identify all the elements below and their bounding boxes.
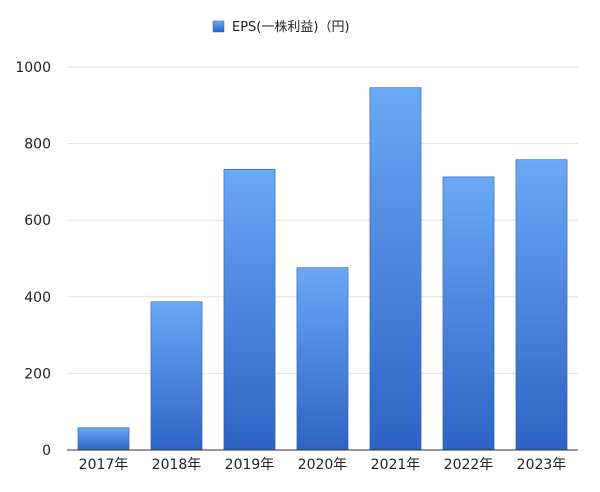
legend-swatch	[212, 20, 225, 33]
bars	[77, 87, 568, 451]
bar-2017年	[77, 427, 130, 451]
legend-label: EPS(一株利益)（円)	[232, 20, 350, 35]
y-tick-label: 600	[24, 213, 51, 229]
x-tick-label: 2019年	[225, 457, 275, 473]
x-tick-label: 2018年	[152, 457, 202, 473]
y-tick-label: 400	[24, 290, 51, 306]
bar-2023年	[515, 159, 568, 451]
bar-2021年	[369, 87, 422, 451]
x-tick-label: 2021年	[371, 457, 421, 473]
y-tick-label: 200	[24, 366, 51, 382]
x-tick-label: 2017年	[79, 457, 129, 473]
y-tick-label: 1000	[15, 60, 51, 76]
bar-2018年	[150, 301, 203, 451]
bar-2022年	[442, 176, 495, 451]
bar-2020年	[296, 267, 349, 451]
x-tick-label: 2023年	[517, 457, 567, 473]
y-axis-ticks: 0 200 400 600 800 1000	[15, 60, 51, 459]
x-tick-label: 2020年	[298, 457, 348, 473]
bar-2019年	[223, 168, 276, 451]
legend: EPS(一株利益)（円)	[212, 20, 350, 35]
y-tick-label: 0	[42, 443, 51, 459]
x-tick-label: 2022年	[444, 457, 494, 473]
y-tick-label: 800	[24, 137, 51, 153]
x-axis-ticks: 2017年 2018年 2019年 2020年 2021年 2022年 2023年	[79, 457, 567, 473]
